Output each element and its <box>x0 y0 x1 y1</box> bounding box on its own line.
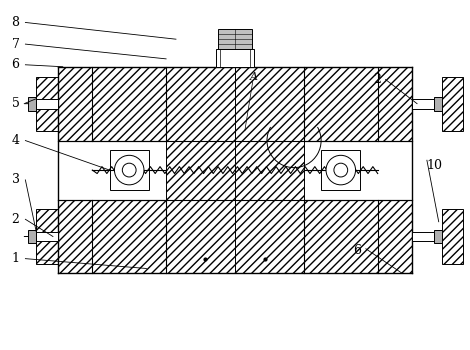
Bar <box>36 209 58 264</box>
Bar <box>36 99 58 108</box>
Bar <box>28 97 36 111</box>
Text: 1: 1 <box>12 252 20 265</box>
Bar <box>36 77 58 131</box>
Bar <box>218 29 252 49</box>
Bar <box>442 77 463 131</box>
Text: 7: 7 <box>12 37 19 51</box>
Bar <box>378 67 412 141</box>
Bar <box>412 232 434 242</box>
Text: 6: 6 <box>353 244 361 257</box>
Bar <box>378 199 412 273</box>
Text: 6: 6 <box>12 58 20 71</box>
Bar <box>434 230 442 243</box>
Text: 4: 4 <box>12 134 20 147</box>
Circle shape <box>114 155 144 185</box>
Bar <box>92 199 166 273</box>
Circle shape <box>334 163 348 177</box>
Bar <box>28 230 36 243</box>
Circle shape <box>122 163 136 177</box>
Bar <box>442 209 463 264</box>
Text: 10: 10 <box>427 159 443 172</box>
Bar <box>110 150 149 190</box>
Bar <box>304 199 378 273</box>
Bar <box>58 199 92 273</box>
Bar <box>434 97 442 111</box>
Text: A: A <box>250 72 258 82</box>
Text: 8: 8 <box>12 16 20 29</box>
Bar <box>58 67 92 141</box>
Bar <box>412 99 434 108</box>
Bar <box>216 49 254 67</box>
Bar <box>304 67 378 141</box>
Text: 2: 2 <box>12 213 19 226</box>
Text: 2: 2 <box>373 73 381 86</box>
Bar <box>92 67 166 141</box>
Text: 5: 5 <box>12 97 19 110</box>
Circle shape <box>326 155 356 185</box>
Bar <box>36 232 58 242</box>
Bar <box>166 67 304 273</box>
Text: 3: 3 <box>12 173 20 187</box>
Bar <box>321 150 360 190</box>
